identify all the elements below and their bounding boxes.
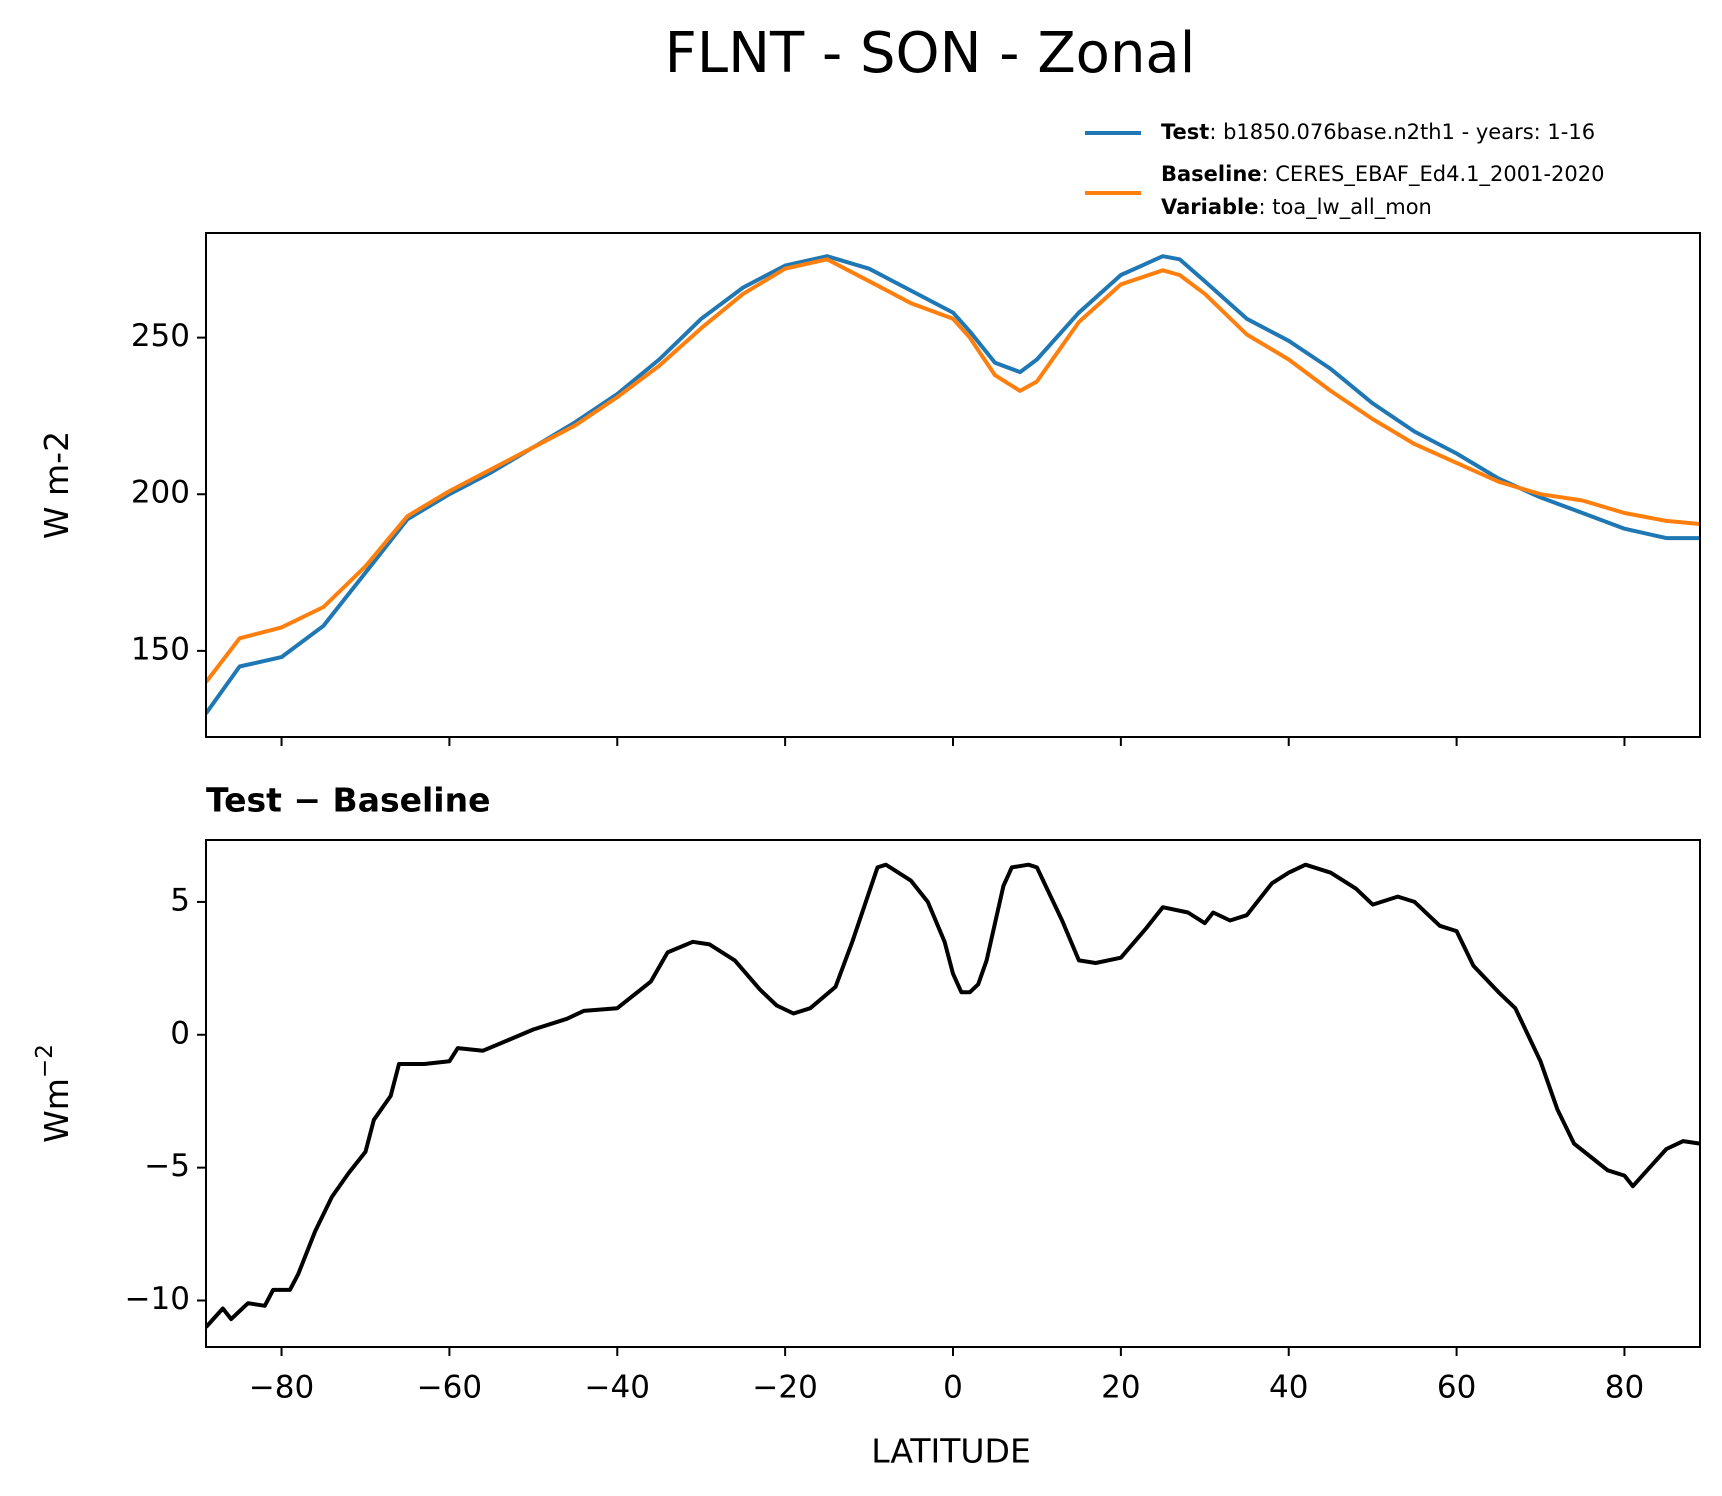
y-tick-label: −5	[144, 1148, 190, 1184]
series-line	[206, 254, 1700, 715]
x-tick-label: 40	[1269, 1370, 1308, 1406]
x-tick-label: 60	[1437, 1370, 1476, 1406]
x-tick-label: −80	[249, 1370, 314, 1406]
x-tick-label: 0	[943, 1370, 963, 1406]
series-line	[206, 257, 1700, 684]
x-tick-label: −20	[752, 1370, 817, 1406]
chart-title: FLNT - SON - Zonal	[665, 21, 1196, 86]
legend-entry: Test: b1850.076base.n2th1 - years: 1-16	[1161, 120, 1595, 144]
y-tick-label: −10	[125, 1281, 190, 1317]
legend-name: Baseline	[1161, 162, 1262, 186]
y-axis-label: Wm−2	[32, 1044, 76, 1143]
legend-description: : toa_lw_all_mon	[1258, 195, 1431, 220]
legend-description: : CERES_EBAF_Ed4.1_2001-2020	[1262, 162, 1605, 187]
legend-name: Test	[1161, 120, 1209, 144]
x-tick-label: 80	[1605, 1370, 1644, 1406]
x-tick-label: −60	[417, 1370, 482, 1406]
legend-entry: Variable: toa_lw_all_mon	[1161, 195, 1432, 220]
y-tick-label: 0	[170, 1015, 190, 1051]
axes-frame	[205, 232, 1701, 738]
y-tick-label: 200	[131, 475, 190, 511]
x-tick-label: −40	[585, 1370, 650, 1406]
subplot-title: Test − Baseline	[206, 781, 491, 820]
y-axis-label-text: W m-2	[37, 431, 76, 539]
y-axis-label-superscript: −2	[32, 1044, 58, 1078]
legend-entry: Baseline: CERES_EBAF_Ed4.1_2001-2020	[1161, 162, 1604, 187]
legend-description: : b1850.076base.n2th1 - years: 1-16	[1209, 120, 1595, 144]
axes-frame	[205, 839, 1701, 1348]
legend-name: Variable	[1161, 195, 1258, 219]
y-axis-label-text: Wm	[37, 1078, 76, 1143]
series-line	[206, 862, 1700, 1329]
x-tick-label: 20	[1101, 1370, 1140, 1406]
y-tick-label: 150	[131, 631, 190, 667]
x-axis-label: LATITUDE	[871, 1432, 1031, 1471]
y-tick-label: 250	[131, 318, 190, 354]
y-tick-label: 5	[170, 882, 190, 918]
y-axis-label: W m-2	[37, 431, 76, 539]
